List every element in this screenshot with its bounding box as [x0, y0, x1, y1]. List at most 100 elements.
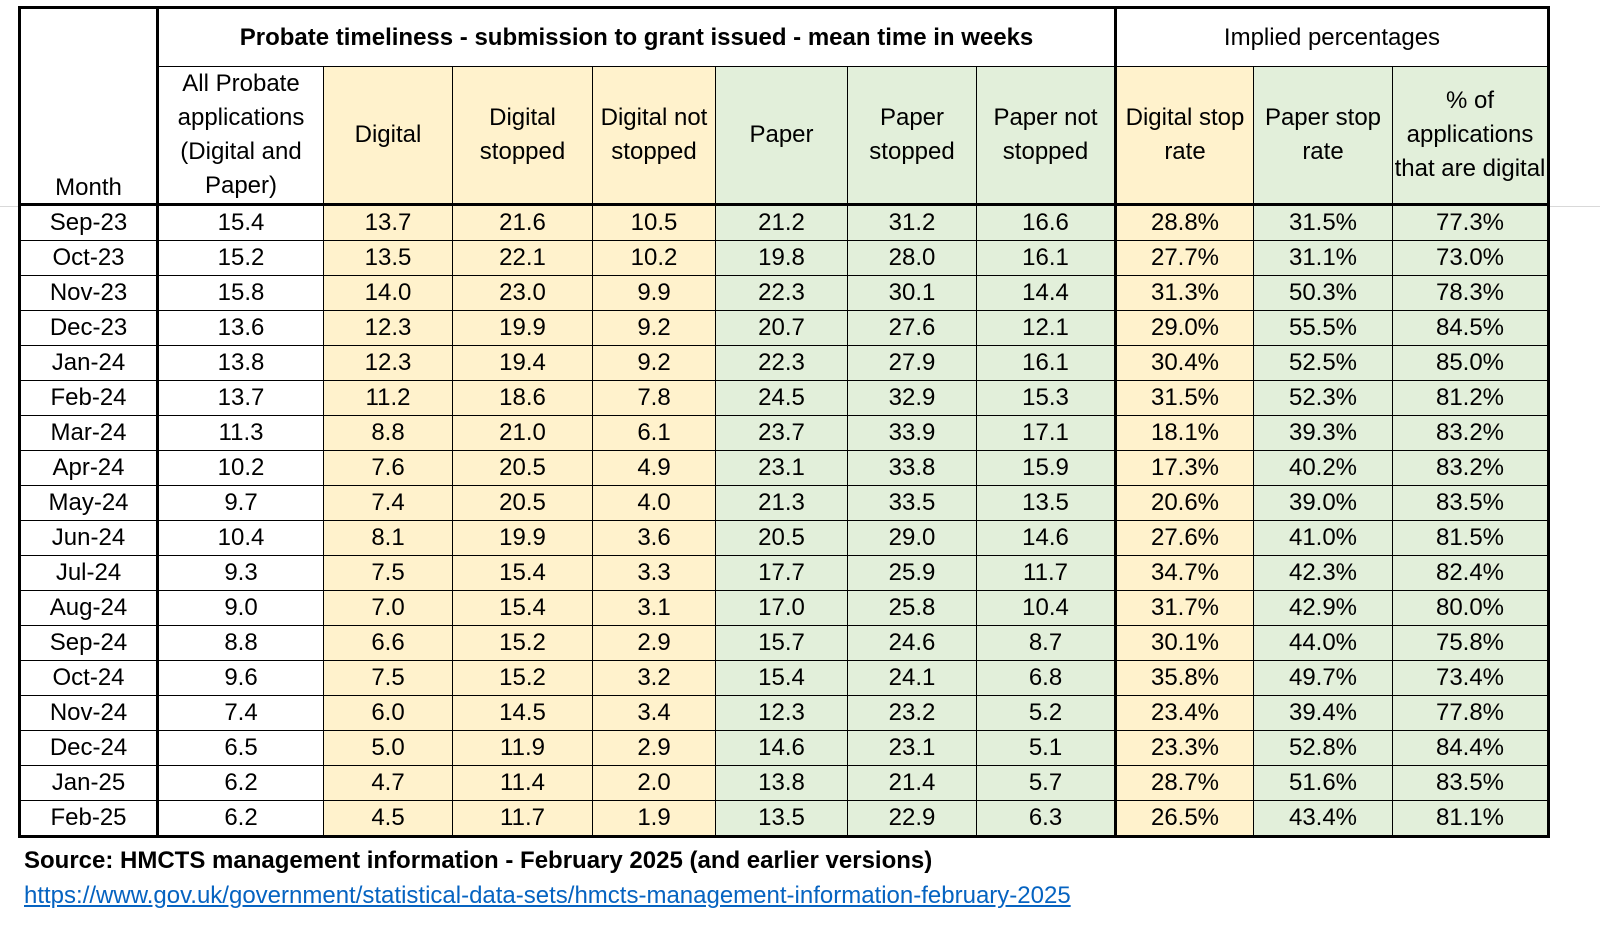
table-row: Oct-24 9.6 7.5 15.2 3.2 15.4 24.1 6.8 35.8% 49.7%… [18, 660, 1550, 696]
value-cell: 29.0 [847, 520, 977, 556]
value-cell: 17.3% [1114, 450, 1254, 486]
month-cell: Sep-23 [18, 204, 159, 241]
value-cell: 11.4 [452, 765, 593, 801]
col-header-digital-not-stopped: Digital not stopped [592, 66, 716, 206]
group-title: Probate timeliness - submission to grant… [157, 6, 1116, 67]
value-cell: 18.1% [1114, 415, 1254, 451]
value-cell: 30.1% [1114, 625, 1254, 661]
value-cell: 15.8 [157, 275, 324, 311]
value-cell: 10.2 [592, 240, 716, 276]
value-cell: 23.0 [452, 275, 593, 311]
value-cell: 33.5 [847, 485, 977, 521]
value-cell: 19.9 [452, 310, 593, 346]
value-cell: 13.8 [715, 765, 848, 801]
value-cell: 15.7 [715, 625, 848, 661]
value-cell: 75.8% [1392, 625, 1550, 661]
value-cell: 32.9 [847, 380, 977, 416]
value-cell: 8.7 [976, 625, 1116, 661]
value-cell: 50.3% [1253, 275, 1393, 311]
col-header-paper-stop-rate: Paper stop rate [1253, 66, 1393, 206]
value-cell: 22.3 [715, 345, 848, 381]
month-cell: Jun-24 [18, 520, 159, 556]
value-cell: 14.6 [976, 520, 1116, 556]
value-cell: 34.7% [1114, 555, 1254, 591]
value-cell: 84.4% [1392, 730, 1550, 766]
month-cell: Apr-24 [18, 450, 159, 486]
value-cell: 81.1% [1392, 800, 1550, 838]
value-cell: 14.6 [715, 730, 848, 766]
value-cell: 21.0 [452, 415, 593, 451]
value-cell: 7.5 [323, 555, 453, 591]
value-cell: 3.6 [592, 520, 716, 556]
value-cell: 39.0% [1253, 485, 1393, 521]
value-cell: 4.9 [592, 450, 716, 486]
value-cell: 43.4% [1253, 800, 1393, 838]
value-cell: 33.9 [847, 415, 977, 451]
value-cell: 27.7% [1114, 240, 1254, 276]
table-row: Apr-24 10.2 7.6 20.5 4.9 23.1 33.8 15.9 17.3% 40.… [18, 450, 1550, 486]
value-cell: 8.8 [323, 415, 453, 451]
value-cell: 13.8 [157, 345, 324, 381]
value-cell: 73.4% [1392, 660, 1550, 696]
value-cell: 6.2 [157, 765, 324, 801]
value-cell: 24.6 [847, 625, 977, 661]
value-cell: 9.7 [157, 485, 324, 521]
month-cell: Nov-23 [18, 275, 159, 311]
value-cell: 33.8 [847, 450, 977, 486]
value-cell: 81.2% [1392, 380, 1550, 416]
value-cell: 81.5% [1392, 520, 1550, 556]
value-cell: 5.7 [976, 765, 1116, 801]
table-row: Feb-25 6.2 4.5 11.7 1.9 13.5 22.9 6.3 26.5% 43.4%… [18, 800, 1550, 838]
table-row: Jun-24 10.4 8.1 19.9 3.6 20.5 29.0 14.6 27.6% 41.… [18, 520, 1550, 556]
value-cell: 28.7% [1114, 765, 1254, 801]
value-cell: 49.7% [1253, 660, 1393, 696]
value-cell: 7.0 [323, 590, 453, 626]
value-cell: 51.6% [1253, 765, 1393, 801]
value-cell: 15.2 [157, 240, 324, 276]
value-cell: 20.5 [715, 520, 848, 556]
month-cell: Sep-24 [18, 625, 159, 661]
value-cell: 30.4% [1114, 345, 1254, 381]
month-cell: Dec-24 [18, 730, 159, 766]
value-cell: 19.8 [715, 240, 848, 276]
table-row: Sep-23 15.4 13.7 21.6 10.5 21.2 31.2 16.6 28.8% 3… [18, 204, 1550, 241]
value-cell: 83.5% [1392, 485, 1550, 521]
table-row: Jan-25 6.2 4.7 11.4 2.0 13.8 21.4 5.7 28.7% 51.6%… [18, 765, 1550, 801]
value-cell: 21.3 [715, 485, 848, 521]
value-cell: 16.1 [976, 345, 1116, 381]
value-cell: 7.4 [323, 485, 453, 521]
value-cell: 15.2 [452, 625, 593, 661]
value-cell: 27.6% [1114, 520, 1254, 556]
value-cell: 13.5 [323, 240, 453, 276]
value-cell: 14.0 [323, 275, 453, 311]
value-cell: 11.3 [157, 415, 324, 451]
value-cell: 13.6 [157, 310, 324, 346]
value-cell: 15.4 [452, 590, 593, 626]
value-cell: 83.5% [1392, 765, 1550, 801]
col-header-digital: Digital [323, 66, 453, 206]
value-cell: 20.7 [715, 310, 848, 346]
value-cell: 39.4% [1253, 695, 1393, 731]
value-cell: 15.4 [157, 204, 324, 241]
source-link[interactable]: https://www.gov.uk/government/statistica… [24, 882, 1071, 909]
value-cell: 28.0 [847, 240, 977, 276]
value-cell: 9.2 [592, 345, 716, 381]
value-cell: 40.2% [1253, 450, 1393, 486]
month-cell: Jan-24 [18, 345, 159, 381]
value-cell: 26.5% [1114, 800, 1254, 838]
table-row: Nov-24 7.4 6.0 14.5 3.4 12.3 23.2 5.2 23.4% 39.4%… [18, 695, 1550, 731]
value-cell: 3.2 [592, 660, 716, 696]
value-cell: 6.5 [157, 730, 324, 766]
value-cell: 2.9 [592, 730, 716, 766]
value-cell: 23.1 [715, 450, 848, 486]
value-cell: 35.8% [1114, 660, 1254, 696]
value-cell: 31.7% [1114, 590, 1254, 626]
source-note: Source: HMCTS management information - F… [24, 847, 933, 874]
value-cell: 24.5 [715, 380, 848, 416]
value-cell: 6.8 [976, 660, 1116, 696]
value-cell: 7.6 [323, 450, 453, 486]
value-cell: 15.3 [976, 380, 1116, 416]
value-cell: 55.5% [1253, 310, 1393, 346]
value-cell: 16.1 [976, 240, 1116, 276]
value-cell: 15.4 [715, 660, 848, 696]
